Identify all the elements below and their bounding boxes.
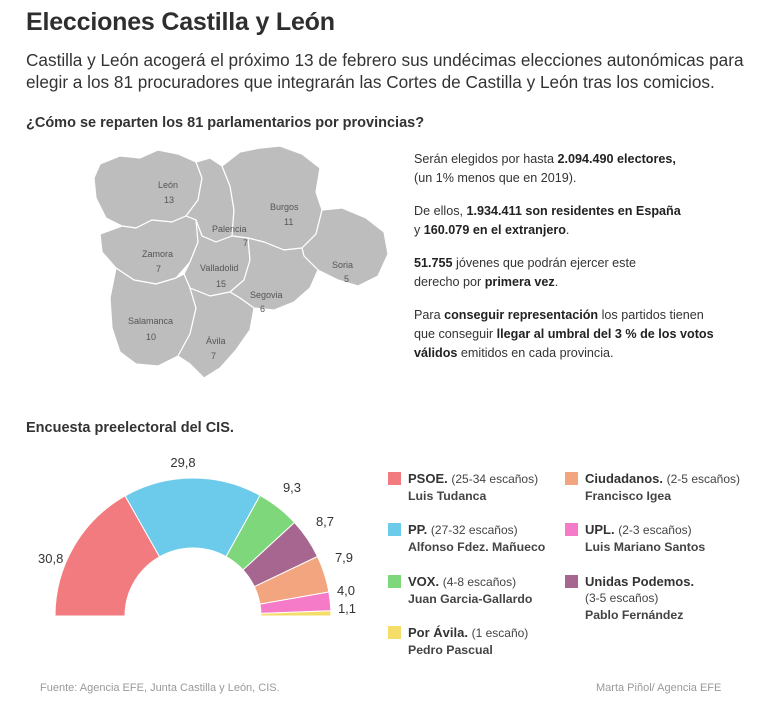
- chart-value-label: 8,7: [316, 514, 334, 529]
- legend-candidate: Juan Garcia-Gallardo: [408, 592, 533, 606]
- province-seats-valladolid: 15: [216, 279, 226, 289]
- province-seats-salamanca: 10: [146, 332, 156, 342]
- fact-electors: Serán elegidos por hasta 2.094.490 elect…: [414, 152, 676, 185]
- legend-candidate: Pedro Pascual: [408, 643, 493, 657]
- legend-party: VOX.: [408, 574, 440, 589]
- legend-text: UPL. (2-3 escaños) Luis Mariano Santos: [585, 521, 705, 556]
- page-title: Elecciones Castilla y León: [26, 8, 335, 36]
- fact-residents: De ellos, 1.934.411 son residentes en Es…: [414, 204, 681, 237]
- legend-candidate: Luis Tudanca: [408, 489, 487, 503]
- legend-candidate: Luis Mariano Santos: [585, 540, 706, 554]
- legend-party: Ciudadanos.: [585, 471, 664, 486]
- province-label-zamora: Zamora: [142, 249, 173, 259]
- province-seats-leon: 13: [164, 195, 174, 205]
- survey-chart: 30,8 29,8 9,3 8,7 7,9 4,0 1,1: [38, 455, 356, 617]
- province-label-segovia: Segovia: [250, 290, 283, 300]
- province-label-salamanca: Salamanca: [128, 316, 173, 326]
- province-burgos: [221, 145, 323, 251]
- fact-young-voters: 51.755 jóvenes que podrán ejercer este d…: [414, 256, 636, 289]
- province-map: León 13 Burgos 11 Palencia 7 Zamora 7 Va…: [93, 145, 389, 379]
- chart-value-label: 30,8: [38, 551, 63, 566]
- province-label-avila: Ávila: [206, 336, 226, 346]
- province-seats-avila: 7: [211, 351, 216, 361]
- province-label-leon: León: [158, 180, 178, 190]
- legend-swatch: [565, 523, 578, 536]
- legend-text: PP. (27-32 escaños) Alfonso Fdez. Mañueco: [408, 521, 545, 556]
- legend-party: Unidas Podemos.: [585, 574, 695, 589]
- legend-seats: (2-3 escaños): [618, 523, 692, 537]
- legend-party: PP.: [408, 522, 428, 537]
- map-question: ¿Cómo se reparten los 81 parlamentarios …: [26, 115, 425, 131]
- survey-title: Encuesta preelectoral del CIS.: [26, 420, 234, 436]
- legend-seats: (2-5 escaños): [666, 472, 741, 486]
- legend-seats: (3-5 escaños): [585, 591, 659, 605]
- province-label-burgos: Burgos: [270, 202, 299, 212]
- credit-note: Marta Piñol/ Agencia EFE: [596, 682, 722, 694]
- legend-candidate: Francisco Igea: [585, 489, 672, 503]
- province-label-palencia: Palencia: [212, 224, 247, 234]
- legend-swatch: [388, 472, 401, 485]
- legend-candidate: Pablo Fernández: [585, 608, 684, 622]
- province-segovia: [229, 237, 319, 311]
- legend-seats: (27-32 escaños): [430, 523, 518, 537]
- legend-candidate: Alfonso Fdez. Mañueco: [408, 540, 546, 554]
- province-seats-zamora: 7: [156, 264, 161, 274]
- chart-value-label: 9,3: [283, 480, 301, 495]
- province-seats-burgos: 11: [284, 217, 293, 227]
- source-note: Fuente: Agencia EFE, Junta Castilla y Le…: [40, 682, 280, 694]
- province-avila: [177, 287, 255, 379]
- legend-swatch: [388, 626, 401, 639]
- legend-seats: (1 escaño): [471, 626, 529, 640]
- chart-value-label: 4,0: [337, 583, 355, 598]
- legend-party: UPL.: [585, 522, 615, 537]
- legend-seats: (4-8 escaños): [442, 575, 517, 589]
- legend-text: VOX. (4-8 escaños) Juan Garcia-Gallardo: [408, 573, 532, 608]
- province-seats-palencia: 7: [243, 238, 248, 248]
- legend-text: Unidas Podemos. (3-5 escaños) Pablo Ferná…: [585, 573, 694, 624]
- province-seats-segovia: 6: [260, 304, 265, 314]
- legend-swatch: [565, 472, 578, 485]
- legend-swatch: [388, 575, 401, 588]
- fact-threshold: Para conseguir representación los partid…: [414, 308, 714, 360]
- province-label-soria: Soria: [332, 260, 353, 270]
- legend-text: Por Ávila. (1 escaño) Pedro Pascual: [408, 624, 528, 659]
- chart-value-label: 1,1: [338, 601, 356, 616]
- chart-value-label: 7,9: [335, 550, 353, 565]
- legend-swatch: [565, 575, 578, 588]
- legend-party: Por Ávila.: [408, 625, 468, 640]
- legend-party: PSOE.: [408, 471, 448, 486]
- chart-value-label: 29,8: [170, 455, 195, 470]
- chart-slice-por-vila: [260, 610, 332, 617]
- province-seats-soria: 5: [344, 274, 349, 284]
- intro-text: Castilla y León acogerá el próximo 13 de…: [26, 50, 744, 92]
- legend-seats: (25-34 escaños): [451, 472, 539, 486]
- legend-swatch: [388, 523, 401, 536]
- facts-panel: Serán elegidos por hasta 2.094.490 elect…: [414, 150, 744, 377]
- province-label-valladolid: Valladolid: [200, 263, 238, 273]
- legend-text: Ciudadanos. (2-5 escaños) Francisco Igea: [585, 470, 740, 505]
- legend-text: PSOE. (25-34 escaños) Luis Tudanca: [408, 470, 538, 505]
